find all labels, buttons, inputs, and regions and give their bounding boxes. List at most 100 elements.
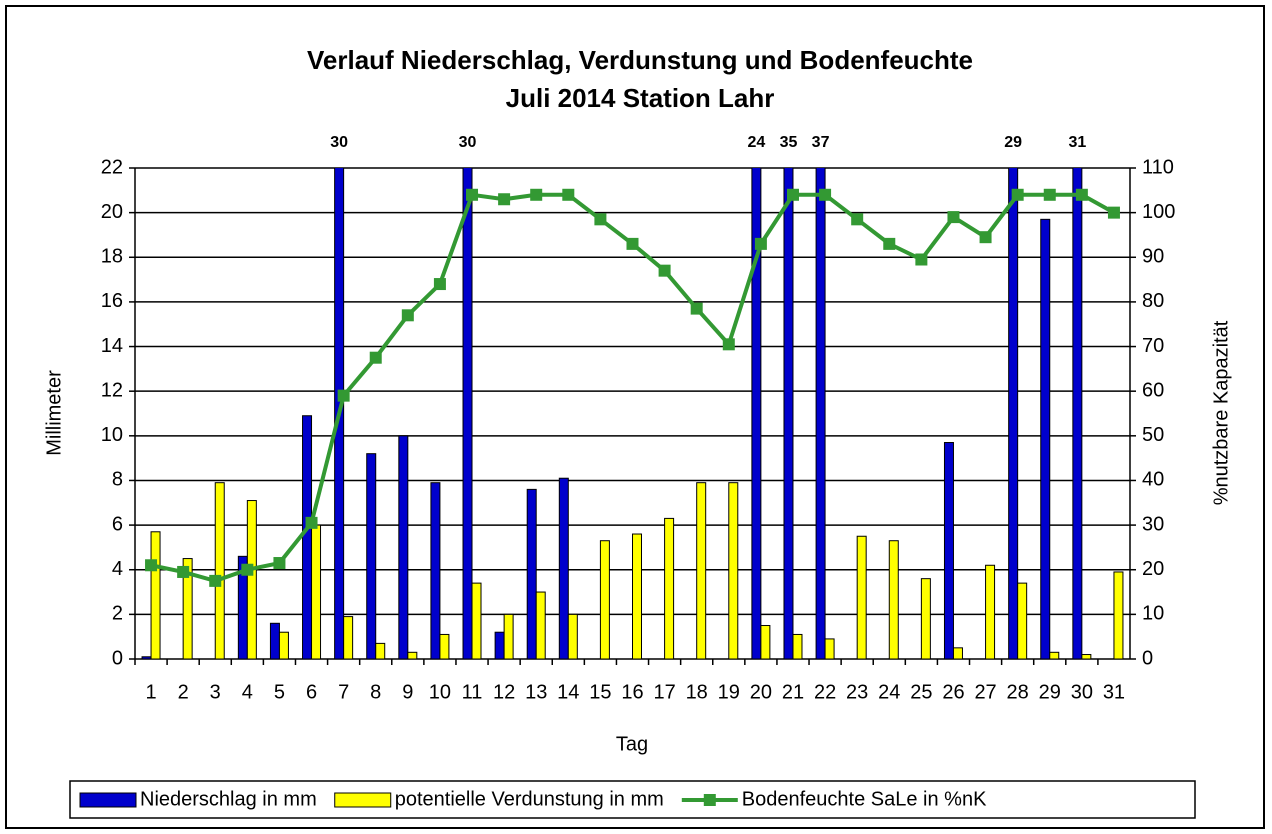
x-tick-label: 11 — [462, 681, 483, 703]
bar — [599, 540, 610, 659]
bar — [462, 168, 473, 659]
bar — [1017, 582, 1028, 659]
y-tick-label: 22 — [101, 156, 123, 178]
y-tick-label: 12 — [101, 379, 123, 401]
x-tick-label: 22 — [814, 681, 836, 703]
y2-tick-label: 70 — [1142, 335, 1164, 357]
x-tick-label: 5 — [274, 681, 285, 703]
y2-tick-label: 30 — [1142, 513, 1164, 535]
x-tick-label: 10 — [429, 681, 451, 703]
chart-border — [5, 5, 1265, 829]
y2-axis-label: %nutzbare Kapazität — [1210, 320, 1232, 505]
y2-tick-label: 80 — [1142, 290, 1164, 312]
bar — [526, 488, 537, 659]
marker — [145, 559, 158, 572]
bar — [760, 625, 771, 659]
x-tick-label: 30 — [1071, 681, 1093, 703]
legend-label: Bodenfeuchte SaLe in %nK — [742, 788, 987, 810]
x-tick-label: 26 — [942, 681, 964, 703]
bar — [471, 582, 482, 659]
y-tick-label: 18 — [101, 246, 123, 268]
data-label: 24 — [747, 134, 765, 151]
bar — [751, 168, 762, 659]
bar — [1040, 218, 1051, 659]
y2-tick-label: 90 — [1142, 246, 1164, 268]
y-tick-label: 8 — [112, 469, 123, 491]
marker — [626, 237, 639, 250]
x-tick-label: 1 — [145, 681, 156, 703]
bar — [985, 564, 996, 659]
x-tick-label: 18 — [686, 681, 708, 703]
bar — [792, 633, 803, 659]
x-tick-label: 2 — [178, 681, 189, 703]
bar — [407, 651, 418, 659]
x-tick-label: 20 — [750, 681, 772, 703]
y-tick-label: 16 — [101, 290, 123, 312]
y2-tick-label: 100 — [1142, 201, 1175, 223]
marker — [658, 264, 671, 277]
x-tick-label: 25 — [910, 681, 932, 703]
y2-tick-label: 10 — [1142, 603, 1164, 625]
bar — [815, 168, 826, 659]
marker — [819, 188, 832, 201]
x-tick-label: 9 — [402, 681, 413, 703]
data-label: 37 — [812, 134, 830, 151]
data-label: 31 — [1068, 134, 1086, 151]
marker — [915, 253, 928, 266]
data-label: 30 — [459, 134, 477, 151]
marker — [401, 309, 414, 322]
x-tick-label: 23 — [846, 681, 868, 703]
bar — [366, 453, 377, 659]
y-tick-label: 20 — [101, 201, 123, 223]
x-tick-label: 21 — [782, 681, 804, 703]
marker — [273, 557, 286, 570]
marker — [947, 211, 960, 224]
marker — [305, 516, 318, 529]
x-tick-label: 27 — [974, 681, 996, 703]
marker — [562, 188, 575, 201]
bar — [920, 578, 931, 659]
legend-marker — [703, 794, 716, 806]
bar — [1113, 571, 1124, 659]
marker — [241, 563, 254, 576]
marker — [1011, 188, 1024, 201]
bar — [856, 535, 867, 659]
y-tick-label: 4 — [112, 558, 123, 580]
x-tick-label: 28 — [1007, 681, 1029, 703]
bar — [824, 638, 835, 659]
chart-subtitle: Juli 2014 Station Lahr — [506, 83, 775, 113]
bar — [1008, 168, 1019, 659]
bar — [311, 524, 322, 659]
x-tick-label: 17 — [653, 681, 675, 703]
bar — [269, 622, 280, 659]
bar — [558, 477, 569, 659]
marker — [690, 302, 703, 315]
x-tick-label: 8 — [370, 681, 381, 703]
bar — [430, 482, 441, 659]
marker — [786, 188, 799, 201]
bar — [398, 435, 409, 659]
marker — [979, 231, 992, 244]
x-axis-label: Tag — [616, 733, 648, 755]
marker — [498, 193, 511, 206]
x-tick-label: 31 — [1103, 681, 1125, 703]
bar — [1081, 654, 1092, 659]
legend-swatch — [334, 792, 392, 808]
marker — [530, 188, 543, 201]
bar — [278, 631, 289, 659]
marker — [369, 351, 382, 364]
bar — [728, 482, 739, 659]
y2-tick-label: 60 — [1142, 379, 1164, 401]
x-tick-label: 12 — [493, 681, 515, 703]
bar — [535, 591, 546, 659]
bar — [214, 482, 225, 659]
bar — [943, 442, 954, 659]
bar — [150, 531, 161, 659]
y2-tick-label: 110 — [1142, 156, 1174, 178]
y-tick-label: 2 — [112, 603, 123, 625]
marker — [851, 213, 864, 226]
marker — [754, 237, 767, 250]
marker — [433, 278, 446, 291]
bar — [696, 482, 707, 659]
legend-label: Niederschlag in mm — [140, 788, 317, 810]
